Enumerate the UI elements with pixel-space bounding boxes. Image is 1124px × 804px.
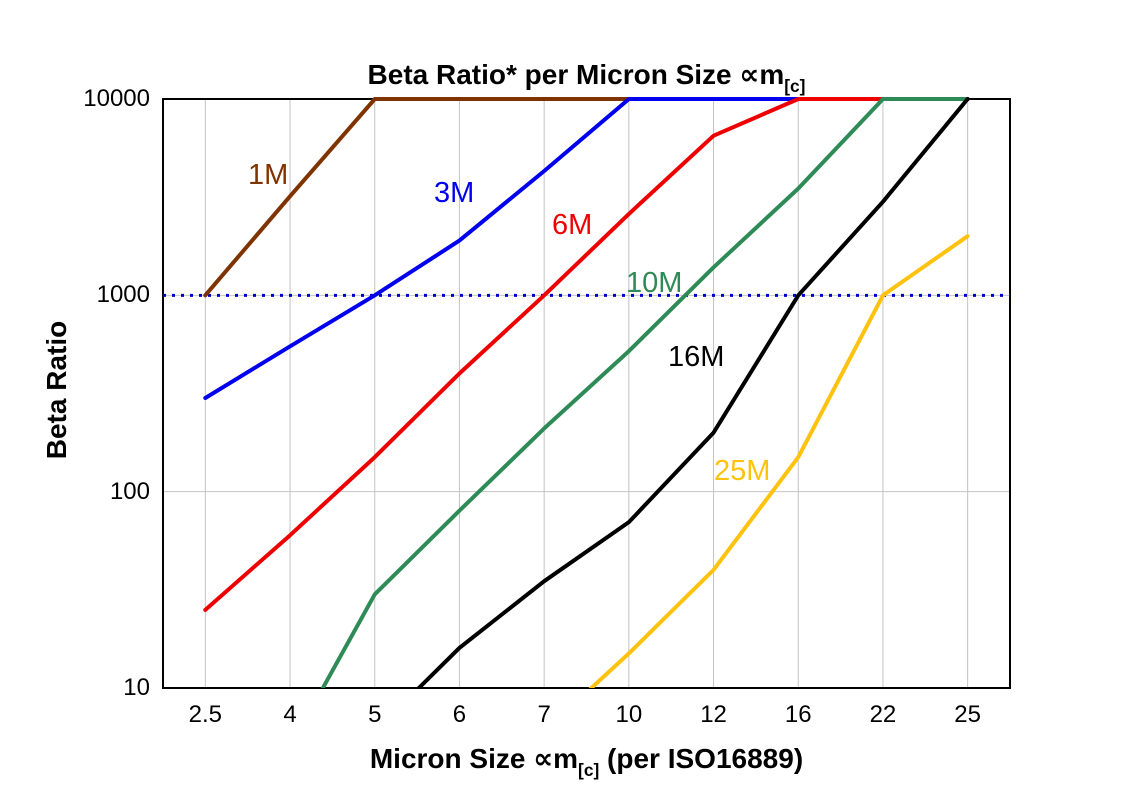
y-tick-label-10000: 10000 bbox=[83, 85, 150, 112]
y-tick-label-1000: 1000 bbox=[96, 281, 150, 309]
x-tick-label-6: 6 bbox=[452, 701, 467, 728]
y-axis-label: Beta Ratio bbox=[41, 320, 72, 460]
x-axis-label-text: Micron Size ∝m bbox=[369, 743, 579, 774]
x-axis-label-suffix: (per ISO16889) bbox=[599, 743, 804, 774]
x-axis-label: Micron Size ∝m[c] (per ISO16889) bbox=[163, 742, 1010, 781]
series-line-25M bbox=[588, 234, 970, 688]
x-tick-label-16: 16 bbox=[784, 701, 812, 728]
x-tick-label-2.5: 2.5 bbox=[188, 701, 223, 728]
chart-title: Beta Ratio* per Micron Size ∝m[c] bbox=[163, 58, 1010, 97]
series-label-16M: 16M bbox=[668, 341, 725, 373]
series-label-10M: 10M bbox=[626, 267, 683, 299]
x-tick-label-25: 25 bbox=[954, 701, 981, 728]
series-label-25M: 25M bbox=[714, 455, 771, 487]
x-tick-label-10: 10 bbox=[615, 701, 643, 728]
x-axis-label-subscript: [c] bbox=[578, 759, 600, 780]
series-label-6M: 6M bbox=[552, 209, 593, 241]
chart-title-subscript: [c] bbox=[784, 75, 806, 96]
chart-title-text: Beta Ratio* per Micron Size ∝m bbox=[367, 59, 785, 90]
series-line-16M bbox=[416, 97, 970, 688]
series-line-10M bbox=[320, 97, 970, 688]
x-tick-label-12: 12 bbox=[700, 701, 727, 728]
y-tick-label-10: 10 bbox=[123, 674, 150, 701]
series-label-3M: 3M bbox=[434, 177, 475, 209]
series-label-1M: 1M bbox=[248, 159, 289, 191]
y-tick-label-100: 100 bbox=[109, 477, 150, 505]
series-line-6M bbox=[203, 97, 970, 612]
x-tick-label-4: 4 bbox=[283, 701, 297, 728]
x-tick-label-5: 5 bbox=[368, 701, 382, 728]
x-tick-label-22: 22 bbox=[869, 701, 897, 728]
x-tick-label-7: 7 bbox=[537, 701, 551, 728]
